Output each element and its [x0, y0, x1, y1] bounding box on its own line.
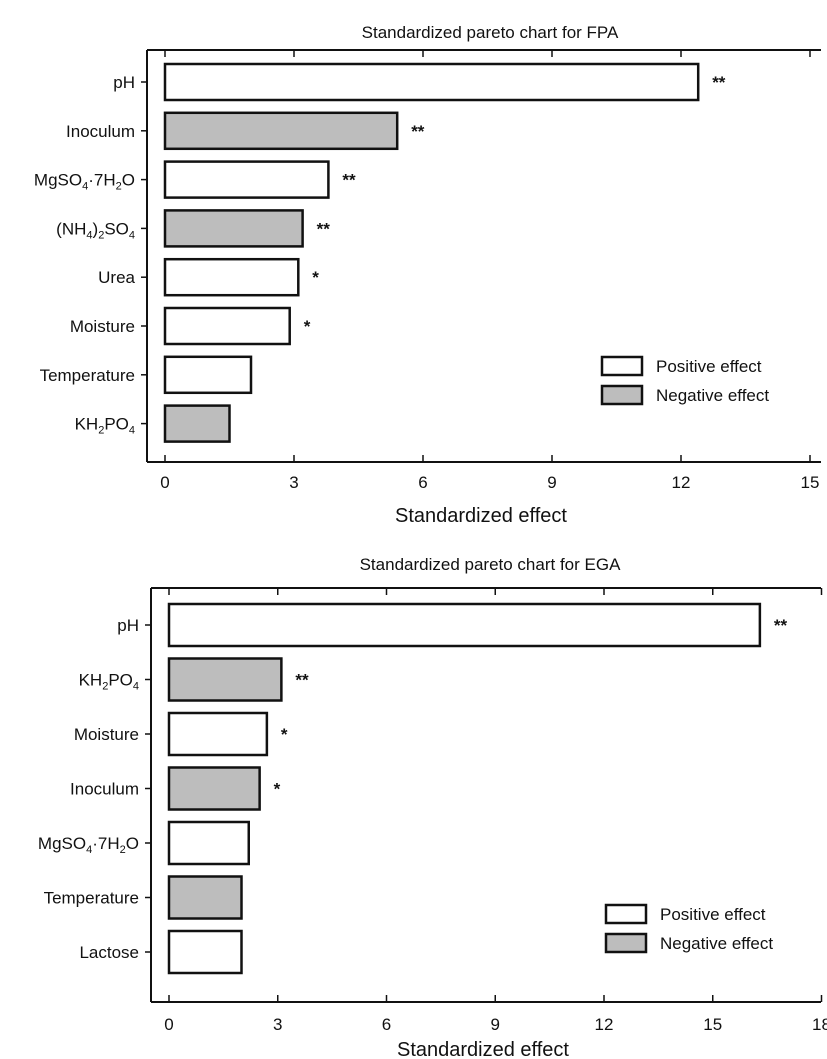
bar-positive — [163, 306, 291, 346]
legend-swatch-positive — [604, 903, 648, 925]
bar-negative — [167, 875, 243, 920]
category-label: Inoculum — [70, 780, 139, 799]
x-tick-label: 15 — [703, 1015, 722, 1034]
significance-mark: * — [304, 317, 311, 336]
bar-positive — [167, 602, 762, 648]
bar-positive — [167, 929, 243, 975]
x-axis-label: Standardized effect — [395, 505, 567, 527]
chart-title: Standardized pareto chart for FPA — [362, 23, 619, 42]
category-label: Moisture — [74, 725, 139, 744]
x-tick-label: 0 — [164, 1015, 173, 1034]
significance-mark: ** — [411, 122, 425, 141]
bar-positive — [163, 160, 330, 199]
category-label: Temperature — [44, 889, 139, 908]
x-tick-label: 6 — [418, 473, 427, 492]
bar-negative — [163, 111, 399, 151]
x-tick-label: 0 — [160, 473, 169, 492]
significance-mark: ** — [295, 671, 309, 690]
category-label: (NH4)2SO4 — [56, 219, 135, 241]
x-tick-label: 12 — [672, 473, 691, 492]
bar-positive — [163, 257, 300, 297]
x-tick-label: 6 — [382, 1015, 391, 1034]
x-tick-label: 3 — [273, 1015, 282, 1034]
significance-mark: * — [274, 780, 281, 799]
x-tick-label: 15 — [801, 473, 820, 492]
legend: Positive effect Negative effect — [600, 355, 769, 406]
category-label: MgSO4·7H2O — [38, 834, 139, 856]
bar-negative — [163, 404, 231, 443]
category-label: Moisture — [70, 317, 135, 336]
bar-negative — [163, 209, 304, 248]
bar-positive — [163, 62, 700, 102]
legend-swatch-negative — [604, 932, 648, 954]
legend-label-positive: Positive effect — [660, 905, 766, 924]
legend-label-negative: Negative effect — [660, 934, 773, 953]
category-label: Urea — [98, 268, 135, 287]
bar-negative — [167, 766, 261, 811]
bar-positive — [167, 820, 250, 866]
bar-positive — [163, 355, 253, 395]
bar-positive — [167, 711, 269, 757]
significance-mark: ** — [317, 219, 331, 238]
legend: Positive effect Negative effect — [604, 903, 773, 954]
x-tick-label: 9 — [491, 1015, 500, 1034]
category-label: pH — [113, 73, 135, 92]
legend-label-negative: Negative effect — [656, 386, 769, 405]
significance-mark: ** — [774, 616, 788, 635]
x-tick-label: 3 — [289, 473, 298, 492]
significance-mark: ** — [342, 171, 356, 190]
category-label: KH2PO4 — [79, 671, 139, 693]
chart-title: Standardized pareto chart for EGA — [360, 555, 621, 574]
legend-label-positive: Positive effect — [656, 357, 762, 376]
significance-mark: ** — [712, 73, 726, 92]
category-label: MgSO4·7H2O — [34, 171, 135, 193]
x-tick-label: 9 — [547, 473, 556, 492]
x-tick-label: 18 — [812, 1015, 827, 1034]
significance-mark: * — [281, 725, 288, 744]
legend-swatch-negative — [600, 384, 644, 406]
category-label: Lactose — [79, 943, 139, 962]
category-label: pH — [117, 616, 139, 635]
category-label: KH2PO4 — [75, 415, 135, 437]
significance-mark: * — [312, 268, 319, 287]
category-label: Temperature — [40, 366, 135, 385]
bar-negative — [167, 657, 283, 702]
x-tick-label: 12 — [595, 1015, 614, 1034]
legend-swatch-positive — [600, 355, 644, 377]
x-axis-label: Standardized effect — [397, 1039, 569, 1059]
category-label: Inoculum — [66, 122, 135, 141]
